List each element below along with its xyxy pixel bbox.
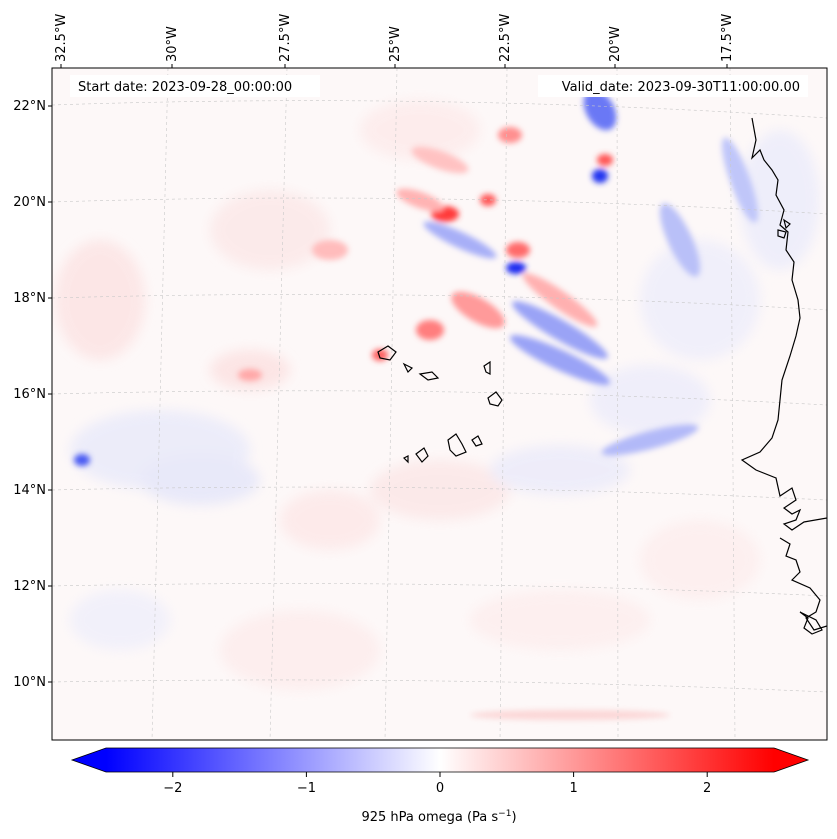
coastlines: [377, 117, 827, 635]
map-frame: [51, 67, 828, 741]
lat-tick-label: 12°N: [13, 579, 46, 594]
valid-date-box: [538, 75, 808, 97]
lon-tick-label: 32.5°W: [54, 14, 69, 62]
colorbar-outline: [70, 747, 810, 773]
colorbar-max-extension: [774, 748, 808, 772]
colorbar-gradient: [106, 748, 774, 772]
island-santo-antao: [377, 345, 397, 361]
africa-coastline: [740, 117, 827, 531]
lat-tick-label: 20°N: [13, 195, 46, 210]
latitude-tick-labels: 22°N 20°N 18°N 16°N 14°N 12°N 10°N: [13, 99, 52, 690]
colorbar-min-extension: [72, 748, 106, 772]
colorbar-tick-label: −2: [163, 781, 182, 796]
omega-field: [55, 89, 820, 720]
valid-date-label: Valid_date: 2023-09-30T11:00:00.00: [562, 80, 800, 95]
colorbar-tick-label: −1: [297, 781, 316, 796]
lon-tick-label: 17.5°W: [720, 14, 735, 62]
graticule: [52, 68, 827, 740]
lon-tick-label: 27.5°W: [278, 14, 293, 62]
lat-tick-label: 18°N: [13, 291, 46, 306]
lon-tick-label: 30°W: [165, 26, 180, 62]
longitude-tick-labels: 32.5°W 30°W 27.5°W 25°W 22.5°W 20°W 17.5°W: [54, 14, 735, 68]
start-date-box: [70, 75, 320, 97]
colorbar-ticks: −2 −1 0 1 2: [163, 772, 711, 796]
lat-tick-label: 22°N: [13, 99, 46, 114]
lon-tick-label: 22.5°W: [498, 14, 513, 62]
colorbar-tick-label: 2: [703, 781, 711, 796]
map-panel: Start date: 2023-09-28_00:00:00 Valid_da…: [13, 14, 828, 741]
colorbar: −2 −1 0 1 2 925 hPa omega (Pa s−1): [70, 747, 810, 825]
lat-tick-label: 14°N: [13, 483, 46, 498]
lat-tick-label: 10°N: [13, 675, 46, 690]
lon-tick-label: 20°W: [608, 26, 623, 62]
start-date-label: Start date: 2023-09-28_00:00:00: [78, 80, 292, 95]
island-santiago: [447, 433, 467, 457]
lat-tick-label: 16°N: [13, 387, 46, 402]
colorbar-tick-label: 0: [436, 781, 444, 796]
lon-tick-label: 25°W: [388, 26, 403, 62]
colorbar-label: 925 hPa omega (Pa s−1): [361, 809, 516, 825]
colorbar-tick-label: 1: [569, 781, 577, 796]
